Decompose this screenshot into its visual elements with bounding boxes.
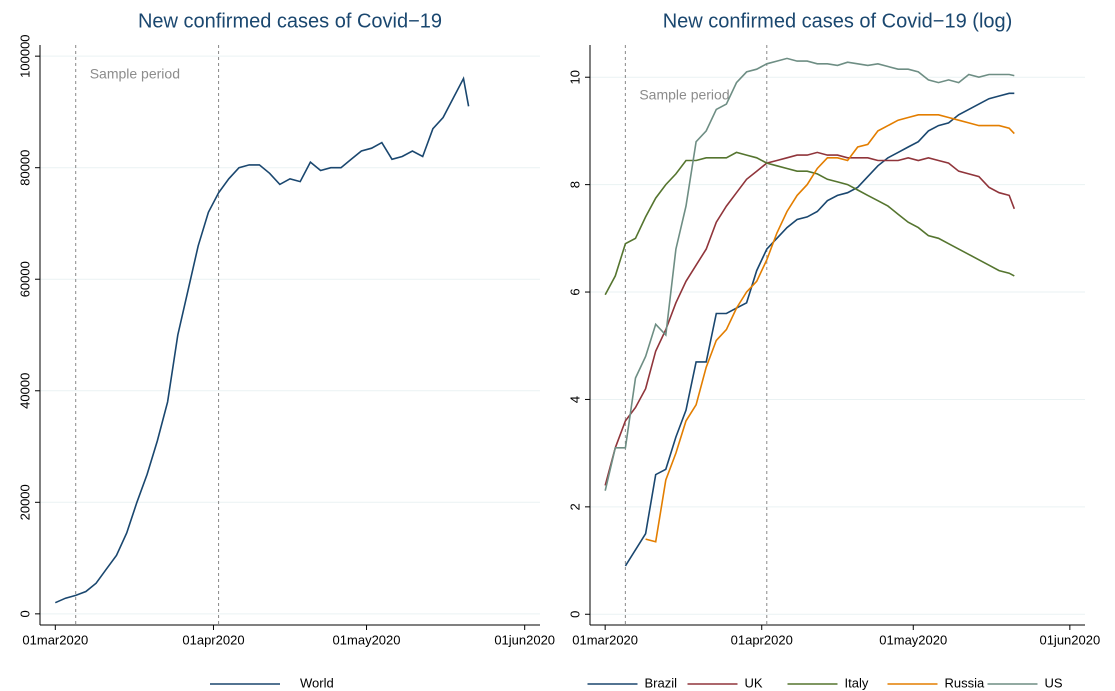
y-tick-label: 80000 bbox=[17, 150, 32, 186]
y-tick-label: 60000 bbox=[17, 261, 32, 297]
x-tick-label: 01may2020 bbox=[333, 632, 401, 647]
legend-label: Italy bbox=[845, 675, 869, 690]
series-line bbox=[645, 114, 1015, 543]
x-tick-label: 01apr2020 bbox=[731, 632, 793, 647]
x-tick-label: 01may2020 bbox=[879, 632, 947, 647]
y-tick-label: 4 bbox=[567, 396, 582, 403]
series-line bbox=[604, 57, 1015, 491]
y-tick-label: 10 bbox=[567, 70, 582, 84]
x-tick-label: 01mar2020 bbox=[22, 632, 88, 647]
y-tick-label: 6 bbox=[567, 288, 582, 295]
x-tick-label: 01mar2020 bbox=[572, 632, 638, 647]
y-tick-label: 0 bbox=[567, 611, 582, 618]
y-tick-label: 20000 bbox=[17, 484, 32, 520]
series-line bbox=[604, 151, 1016, 486]
x-tick-label: 01apr2020 bbox=[182, 632, 244, 647]
annotation: Sample period bbox=[90, 66, 180, 82]
annotation: Sample period bbox=[639, 87, 729, 103]
x-tick-label: 01jun2020 bbox=[494, 632, 555, 647]
y-tick-label: 0 bbox=[17, 610, 32, 617]
y-tick-label: 8 bbox=[567, 181, 582, 188]
chart-title: New confirmed cases of Covid−19 (log) bbox=[663, 10, 1013, 32]
series-line bbox=[54, 76, 470, 604]
legend-label: World bbox=[300, 675, 334, 690]
y-tick-label: 100000 bbox=[17, 34, 32, 77]
y-tick-label: 2 bbox=[567, 503, 582, 510]
legend-label: Russia bbox=[945, 675, 986, 690]
legend-label: Brazil bbox=[645, 675, 678, 690]
x-tick-label: 01jun2020 bbox=[1039, 632, 1100, 647]
legend-label: UK bbox=[745, 675, 763, 690]
chart-title: New confirmed cases of Covid−19 bbox=[138, 10, 442, 32]
series-line bbox=[604, 151, 1015, 296]
y-tick-label: 40000 bbox=[17, 373, 32, 409]
legend-label: US bbox=[1045, 675, 1063, 690]
